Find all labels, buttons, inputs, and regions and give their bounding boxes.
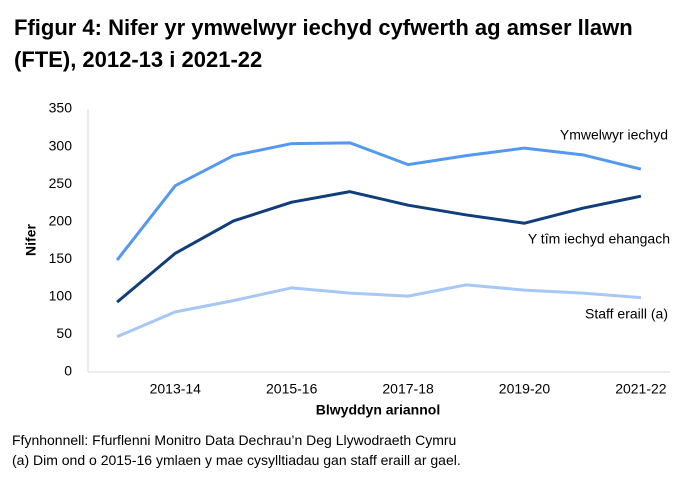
series-line: [116, 190, 642, 304]
note: (a) Dim ond o 2015-16 ymlaen y mae cysyl…: [12, 452, 461, 468]
y-tick-label: 50: [56, 325, 72, 341]
note: Ffynhonnell: Ffurflenni Monitro Data Dec…: [12, 432, 457, 448]
x-tick-label: 2017-18: [382, 381, 434, 397]
y-tick-label: 250: [49, 175, 73, 191]
series-line: [116, 283, 642, 339]
series-label: Staff eraill (a): [585, 306, 668, 322]
notes: Ffynhonnell: Ffurflenni Monitro Data Dec…: [12, 430, 461, 470]
x-axis-title: Blwyddyn ariannol: [316, 402, 440, 418]
y-tick-label: 0: [64, 363, 72, 379]
y-tick-label: 200: [49, 212, 73, 228]
x-tick-label: 2013-14: [150, 381, 202, 397]
series-label: Y tîm iechyd ehangach: [528, 231, 670, 247]
chart-title: Ffigur 4: Nifer yr ymwelwyr iechyd cyfwe…: [14, 15, 633, 72]
y-tick-label: 300: [49, 137, 73, 153]
x-tick-label: 2015-16: [266, 381, 318, 397]
y-tick-label: 350: [49, 100, 73, 116]
x-tick-label: 2021-22: [615, 381, 667, 397]
series-line: [115, 141, 642, 261]
series-label: Ymwelwyr iechyd: [560, 127, 668, 143]
y-tick-label: 150: [49, 250, 73, 266]
y-tick-label: 100: [49, 288, 73, 304]
chart: Blwyddyn ariannol Nifer 0 50 100 150 200 250 3…: [23, 100, 670, 418]
y-axis-title: Nifer: [23, 224, 39, 256]
x-tick-label: 2019-20: [499, 381, 551, 397]
